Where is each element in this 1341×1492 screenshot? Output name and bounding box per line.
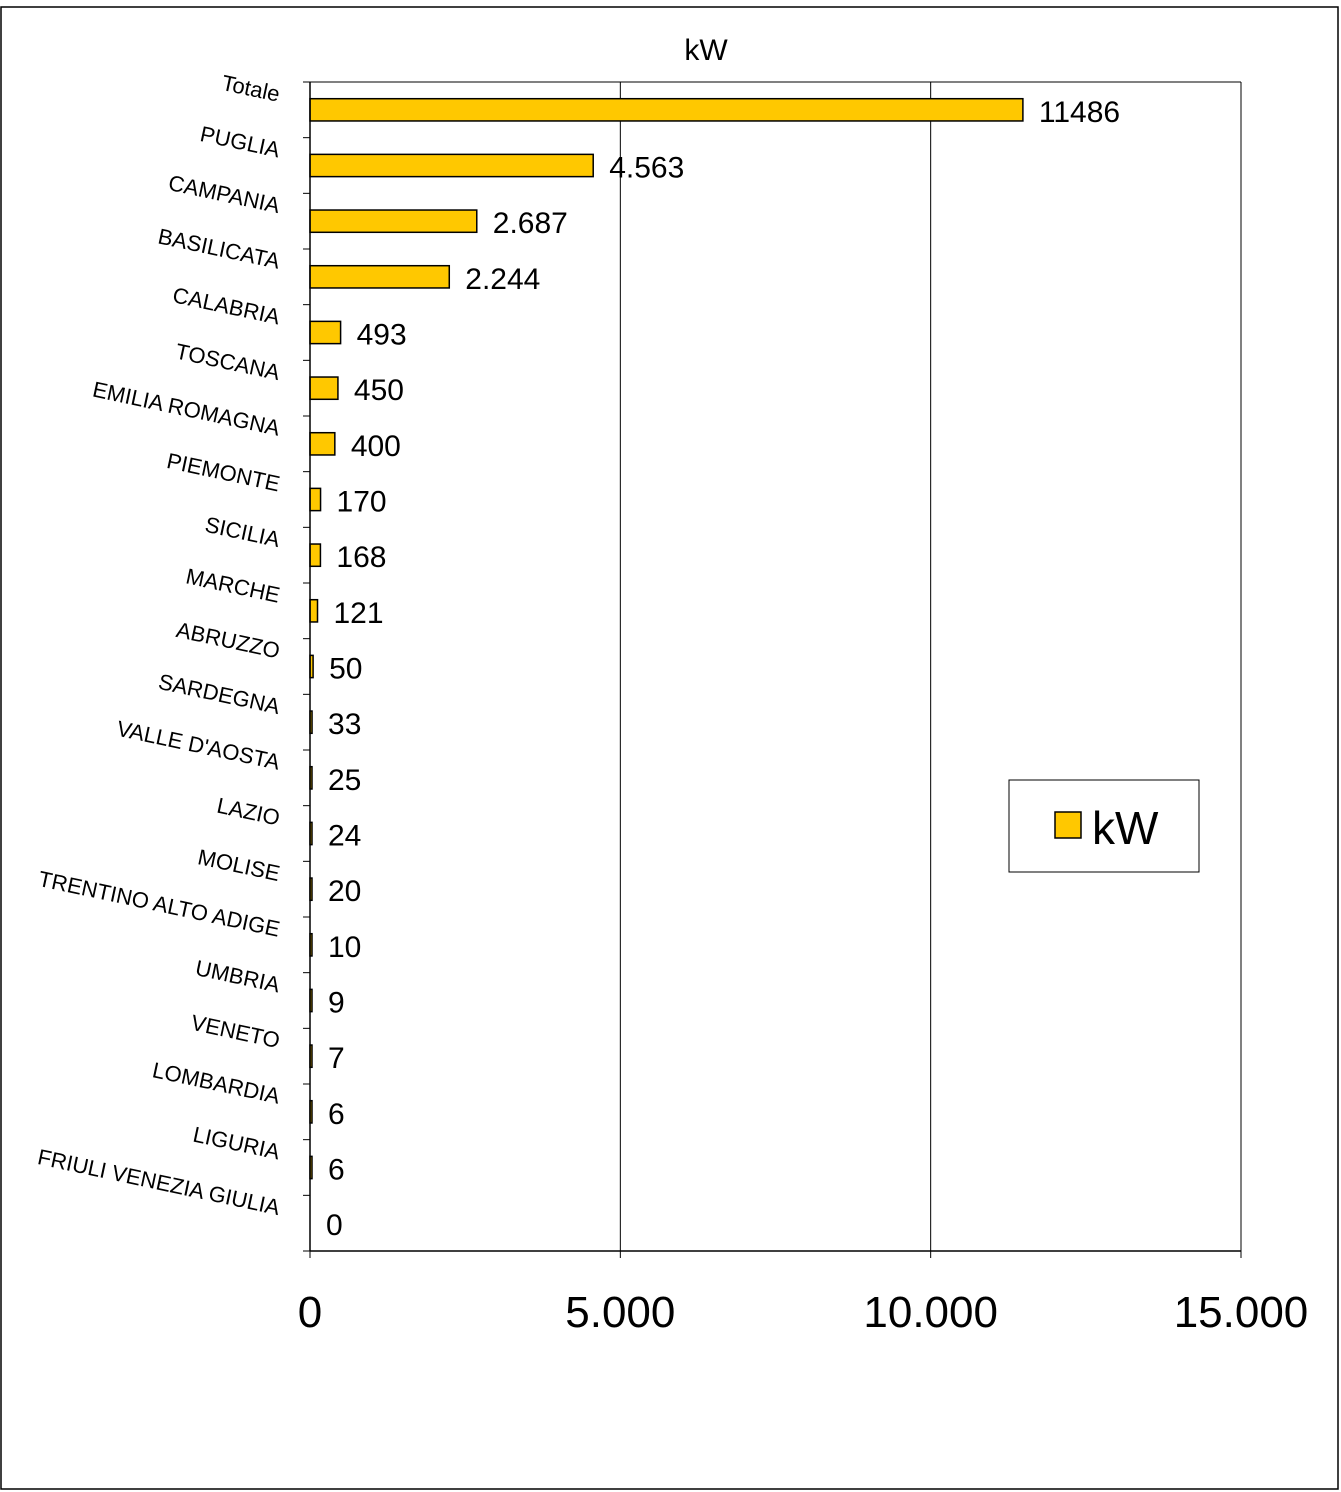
value-label: 493 — [357, 319, 407, 352]
value-label: 6 — [328, 1154, 345, 1187]
value-label: 121 — [334, 597, 384, 630]
value-label: 9 — [328, 987, 345, 1020]
bar — [309, 320, 342, 345]
x-tick-label: 15.000 — [1174, 1288, 1309, 1337]
x-tick-label: 5.000 — [565, 1288, 675, 1337]
value-label: 400 — [351, 430, 401, 463]
legend-swatch — [1054, 811, 1082, 839]
value-label: 25 — [328, 764, 361, 797]
value-label: 2.687 — [493, 207, 568, 240]
x-tick-label: 0 — [298, 1288, 322, 1337]
value-label: 2.244 — [465, 263, 540, 296]
bar — [309, 264, 451, 289]
bar — [309, 153, 594, 178]
bar — [309, 431, 336, 456]
value-label: 168 — [336, 541, 386, 574]
legend-label: kW — [1092, 802, 1159, 854]
grid-layer — [310, 81, 1242, 1251]
value-label: 170 — [337, 486, 387, 519]
value-label: 4.563 — [609, 152, 684, 185]
value-label: 50 — [329, 653, 362, 686]
value-label: 20 — [328, 875, 361, 908]
bar — [309, 97, 1024, 122]
x-tick-label: 10.000 — [863, 1288, 998, 1337]
bar — [309, 487, 322, 512]
value-label: 10 — [328, 931, 361, 964]
value-label: 7 — [328, 1042, 345, 1075]
legend-box — [1008, 779, 1200, 873]
bar — [309, 376, 339, 401]
bar — [309, 598, 319, 623]
bars-layer — [309, 97, 1024, 1180]
bar — [309, 209, 478, 234]
bar — [309, 543, 322, 568]
chart-border — [0, 6, 1339, 1490]
value-label: 450 — [354, 374, 404, 407]
value-label: 33 — [328, 708, 361, 741]
chart-title: kW — [684, 34, 728, 67]
value-label: 6 — [328, 1098, 345, 1131]
value-label: 0 — [326, 1209, 343, 1242]
value-label: 11486 — [1039, 96, 1120, 129]
legend: kW — [1008, 779, 1200, 873]
value-label: 24 — [328, 820, 361, 853]
axis-layer: 0 5.000 10.000 15.000 — [298, 81, 1309, 1337]
value-labels-layer: 11486 4.563 2.687 2.244 493 450 400 170 168 121 50… — [326, 96, 1120, 1242]
